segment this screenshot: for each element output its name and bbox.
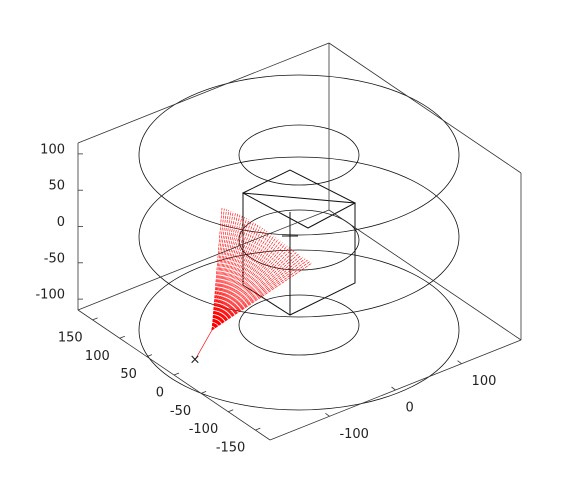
z-tick-label: 50 xyxy=(48,179,65,194)
box-edge xyxy=(77,42,330,144)
ring xyxy=(238,124,360,186)
fan-ray xyxy=(211,256,304,331)
x-tick xyxy=(173,372,180,376)
ring xyxy=(238,294,360,356)
y-tick xyxy=(391,386,396,391)
box-edge xyxy=(77,209,330,311)
fan-ray xyxy=(211,218,248,331)
x-tick xyxy=(200,390,207,394)
x-tick-label: 100 xyxy=(85,349,110,364)
x-tick xyxy=(228,409,234,413)
fan-ray xyxy=(211,226,261,331)
x-tick xyxy=(92,317,98,321)
fan-ray xyxy=(211,224,259,331)
z-tick-label: 0 xyxy=(57,215,65,230)
y-tick-label: -100 xyxy=(339,427,369,442)
fan-ray xyxy=(211,250,295,331)
fan-ray xyxy=(211,229,266,331)
fan-ray xyxy=(211,258,306,331)
fan-ray xyxy=(211,237,277,331)
y-tick xyxy=(457,360,462,365)
fan-ray xyxy=(211,248,292,331)
z-tick-label: -50 xyxy=(44,251,65,266)
fan-ray xyxy=(211,242,283,331)
y-tick xyxy=(325,412,330,417)
fan-ray xyxy=(211,207,223,331)
fan-ray xyxy=(211,209,227,331)
y-tick-label: 0 xyxy=(406,401,414,416)
fan-ray xyxy=(211,245,288,331)
x-tick-label: -150 xyxy=(216,441,246,456)
ring xyxy=(138,156,460,318)
fan-ray xyxy=(211,223,257,331)
ring xyxy=(138,249,460,411)
fan-ray xyxy=(211,222,254,331)
fan-marker: × xyxy=(190,353,201,368)
fan-ray xyxy=(211,210,232,331)
fan-ray xyxy=(211,217,245,331)
y-tick-label: 100 xyxy=(472,374,497,389)
fan-ray xyxy=(211,252,297,331)
fan-ray xyxy=(211,215,243,331)
red-fan: × xyxy=(190,207,313,368)
x-tick-label: 50 xyxy=(120,367,137,382)
fan-ray xyxy=(211,240,281,331)
z-tick-label: -100 xyxy=(35,288,65,303)
x-tick-label: 150 xyxy=(58,330,83,345)
x-tick-label: -50 xyxy=(170,404,191,419)
fan-ray xyxy=(211,253,299,331)
axes: -100-50050100-150-100-50050100150-100010… xyxy=(35,42,522,456)
ring xyxy=(138,74,460,236)
x-tick-label: 0 xyxy=(156,386,164,401)
fan-ray xyxy=(211,214,241,331)
fan-ray xyxy=(211,247,290,331)
box-edge xyxy=(328,209,522,341)
cube xyxy=(241,169,357,316)
x-tick xyxy=(255,427,261,431)
fan-ray xyxy=(211,208,225,331)
box-edge xyxy=(328,42,522,174)
ring xyxy=(238,209,360,271)
fan-ray xyxy=(211,220,252,331)
fan-ray xyxy=(211,227,263,331)
fan-tail xyxy=(194,329,213,361)
fan-ray xyxy=(211,235,275,331)
x-tick xyxy=(119,335,125,339)
cube-side xyxy=(242,192,356,316)
rings xyxy=(138,74,460,411)
fan-ray xyxy=(211,219,250,331)
fan-ray xyxy=(211,259,308,331)
fan-ray xyxy=(211,210,230,331)
fan-ray xyxy=(211,255,301,331)
x-tick-label: -100 xyxy=(189,422,219,437)
fan-ray xyxy=(211,232,270,331)
fan-ray xyxy=(211,262,313,331)
x-tick xyxy=(146,354,153,358)
fan-ray xyxy=(211,234,272,331)
z-tick-label: 100 xyxy=(40,142,65,157)
fan-ray xyxy=(211,244,286,331)
cube-top xyxy=(241,169,357,229)
fan-ray xyxy=(211,230,268,331)
fan-ray xyxy=(211,239,279,331)
fan-ray xyxy=(211,211,234,331)
